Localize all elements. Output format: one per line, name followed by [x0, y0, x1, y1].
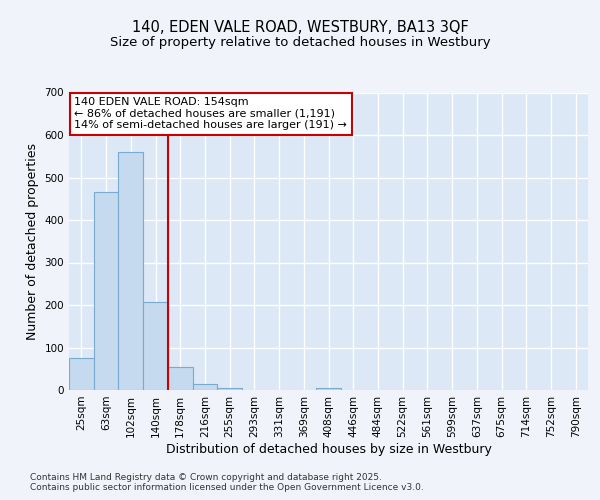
Bar	[217, 388, 242, 390]
Bar	[193, 384, 217, 390]
Bar	[69, 358, 94, 390]
Bar	[143, 302, 168, 390]
Bar	[118, 152, 143, 390]
Y-axis label: Number of detached properties: Number of detached properties	[26, 143, 39, 340]
X-axis label: Distribution of detached houses by size in Westbury: Distribution of detached houses by size …	[166, 442, 491, 456]
Bar	[316, 388, 341, 390]
Text: 140, EDEN VALE ROAD, WESTBURY, BA13 3QF: 140, EDEN VALE ROAD, WESTBURY, BA13 3QF	[131, 20, 469, 35]
Text: Size of property relative to detached houses in Westbury: Size of property relative to detached ho…	[110, 36, 490, 49]
Bar	[168, 366, 193, 390]
Text: 140 EDEN VALE ROAD: 154sqm
← 86% of detached houses are smaller (1,191)
14% of s: 140 EDEN VALE ROAD: 154sqm ← 86% of deta…	[74, 97, 347, 130]
Bar	[94, 192, 118, 390]
Text: Contains HM Land Registry data © Crown copyright and database right 2025.
Contai: Contains HM Land Registry data © Crown c…	[30, 473, 424, 492]
